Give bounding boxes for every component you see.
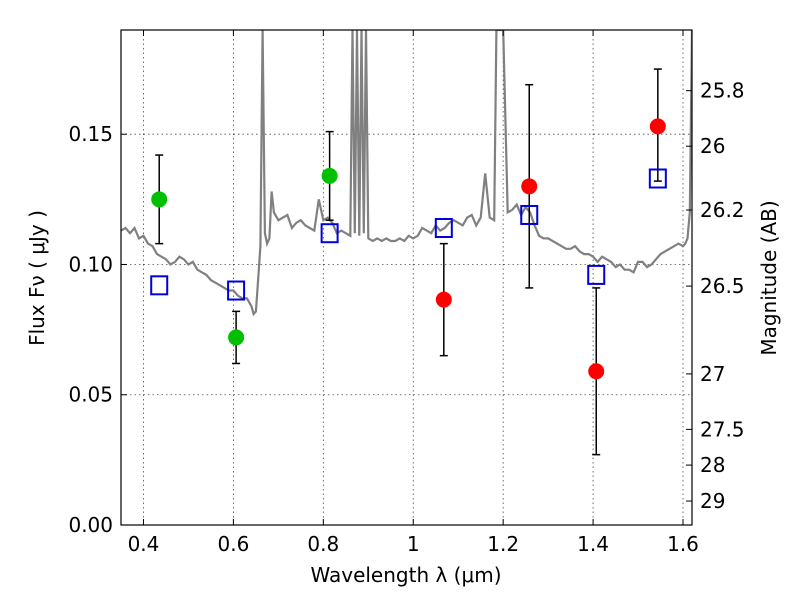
right-tick-label: 26.2 bbox=[700, 198, 745, 222]
model-point bbox=[648, 168, 667, 189]
right-tick-label: 25.8 bbox=[700, 79, 745, 103]
model-point bbox=[227, 280, 246, 301]
model-spectrum-line bbox=[121, 30, 692, 317]
data-point-1 bbox=[649, 118, 666, 135]
x-tick-label: 1 bbox=[407, 532, 420, 556]
x-axis-title: Wavelength λ (μm) bbox=[310, 563, 501, 587]
model-point bbox=[520, 204, 539, 225]
model-point bbox=[150, 275, 169, 296]
model-point bbox=[587, 264, 606, 285]
right-tick-label: 28 bbox=[700, 453, 725, 477]
right-tick-label: 26.5 bbox=[700, 274, 745, 298]
data-point-0 bbox=[228, 329, 245, 346]
data-point-1 bbox=[588, 363, 605, 380]
right-tick-label: 27.5 bbox=[700, 417, 745, 441]
data-point-0 bbox=[151, 191, 168, 208]
model-point bbox=[434, 218, 453, 238]
x-tick-label: 1.6 bbox=[667, 532, 699, 556]
x-tick-label: 0.6 bbox=[217, 532, 249, 556]
plot-frame bbox=[120, 29, 693, 526]
x-tick-label: 0.8 bbox=[307, 532, 339, 556]
y-axis-title: Flux Fν ( μJy ) bbox=[25, 210, 49, 346]
y-tick-label: 0.15 bbox=[68, 122, 113, 146]
data-point-0 bbox=[321, 167, 338, 184]
y-tick-label: 0.10 bbox=[68, 252, 113, 276]
data-point-1 bbox=[435, 291, 452, 308]
right-tick-label: 27 bbox=[700, 362, 725, 386]
right-tick-label: 29 bbox=[700, 489, 725, 513]
model-point bbox=[320, 223, 339, 244]
y-tick-label: 0.05 bbox=[68, 383, 113, 407]
x-tick-label: 1.2 bbox=[487, 532, 519, 556]
data-point-1 bbox=[521, 178, 538, 195]
right-tick-label: 26 bbox=[700, 134, 725, 158]
x-tick-label: 0.4 bbox=[128, 532, 160, 556]
x-tick-label: 1.4 bbox=[577, 532, 609, 556]
y-right-axis-title: Magnitude (AB) bbox=[757, 200, 781, 355]
y-tick-label: 0.00 bbox=[68, 513, 113, 537]
